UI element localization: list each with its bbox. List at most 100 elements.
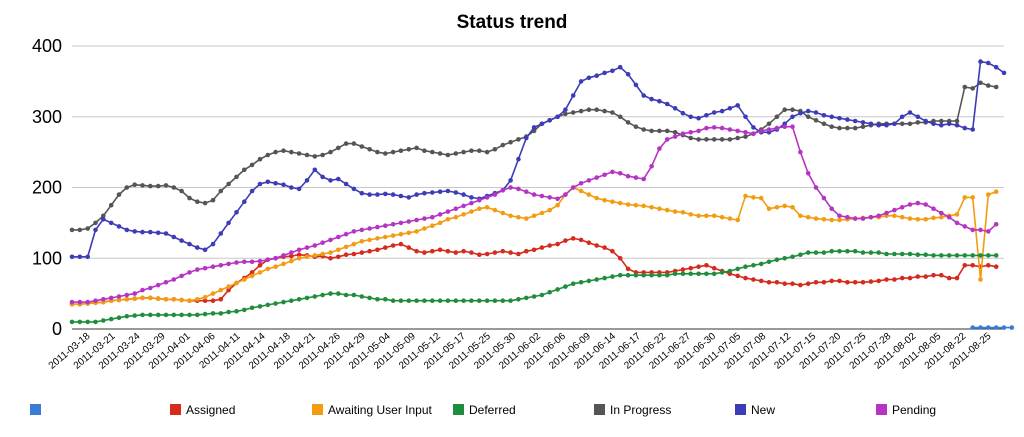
data-point [978,80,983,86]
data-point [328,149,333,155]
data-point [813,110,819,115]
data-point [845,125,850,131]
data-point [774,114,780,120]
data-point [578,181,584,186]
data-point [892,213,897,219]
data-point [1001,70,1007,76]
data-point [85,226,90,231]
data-point [406,219,412,224]
data-point [555,114,560,120]
data-point [179,238,184,243]
data-point [202,311,208,317]
data-point [477,197,482,203]
data-point [320,152,325,158]
data-point [711,265,717,271]
data-point [336,247,341,253]
data-point [680,267,686,272]
data-point [664,137,670,142]
data-point [610,110,615,115]
data-point [884,251,889,257]
data-point [899,275,905,281]
legend-label: Deferred [469,403,516,417]
legend-label: In Progress [610,403,671,417]
data-point [578,237,584,243]
data-point [704,213,709,219]
data-point [704,263,709,268]
series-awaiting-user-input [69,185,999,307]
data-point [116,315,122,321]
data-point [570,281,576,287]
data-point [242,259,247,265]
data-point [343,231,349,237]
data-point [148,312,153,318]
data-point [986,263,991,268]
data-point [257,258,263,264]
data-point [351,241,357,247]
data-point [923,118,928,124]
data-point [343,141,349,146]
data-point [531,247,537,253]
data-point [367,147,372,152]
data-point [633,82,639,88]
data-point [445,217,451,222]
series-in-progress [69,80,999,233]
data-point [516,214,521,220]
data-point [85,254,90,260]
data-point [946,253,952,258]
data-point [563,284,568,289]
data-point [531,213,537,219]
data-point [594,73,599,78]
data-point [954,253,960,258]
data-point [805,250,811,255]
data-point [234,210,239,215]
data-point [469,250,474,255]
data-point [359,190,365,196]
data-point [931,215,936,221]
data-point [140,183,145,188]
legend-swatch [170,404,181,415]
data-point [524,135,529,141]
data-point [892,277,897,282]
data-point [547,118,552,123]
data-point [108,220,114,226]
data-point [171,185,177,190]
data-point [939,253,944,258]
data-point [390,149,396,155]
data-point [296,297,302,302]
data-point [852,216,858,221]
data-point [234,309,239,314]
data-point [610,199,615,204]
data-point [304,295,310,301]
data-point [445,209,451,214]
data-point [993,64,999,70]
data-point [461,298,466,304]
data-point [805,108,811,114]
data-point [907,202,913,207]
data-point [359,250,365,255]
data-point [774,257,780,263]
data-point [281,299,286,305]
data-point [798,213,803,219]
data-point [312,243,318,248]
data-point [359,227,365,233]
data-point [970,195,975,200]
data-point [578,108,584,114]
data-point [469,298,474,304]
data-point [907,275,913,281]
data-point [845,280,850,285]
data-point [445,188,451,194]
data-point [594,195,599,201]
data-point [680,131,686,136]
data-point [829,114,834,120]
data-point [617,255,623,261]
data-point [986,253,991,258]
data-point [610,68,615,74]
data-point [962,125,968,131]
data-point [688,271,693,277]
data-point [641,93,646,98]
data-point [978,277,983,282]
data-point [586,178,592,183]
y-tick-label: 300 [32,107,62,127]
data-point [108,202,114,208]
legend-label: Assigned [186,403,235,417]
